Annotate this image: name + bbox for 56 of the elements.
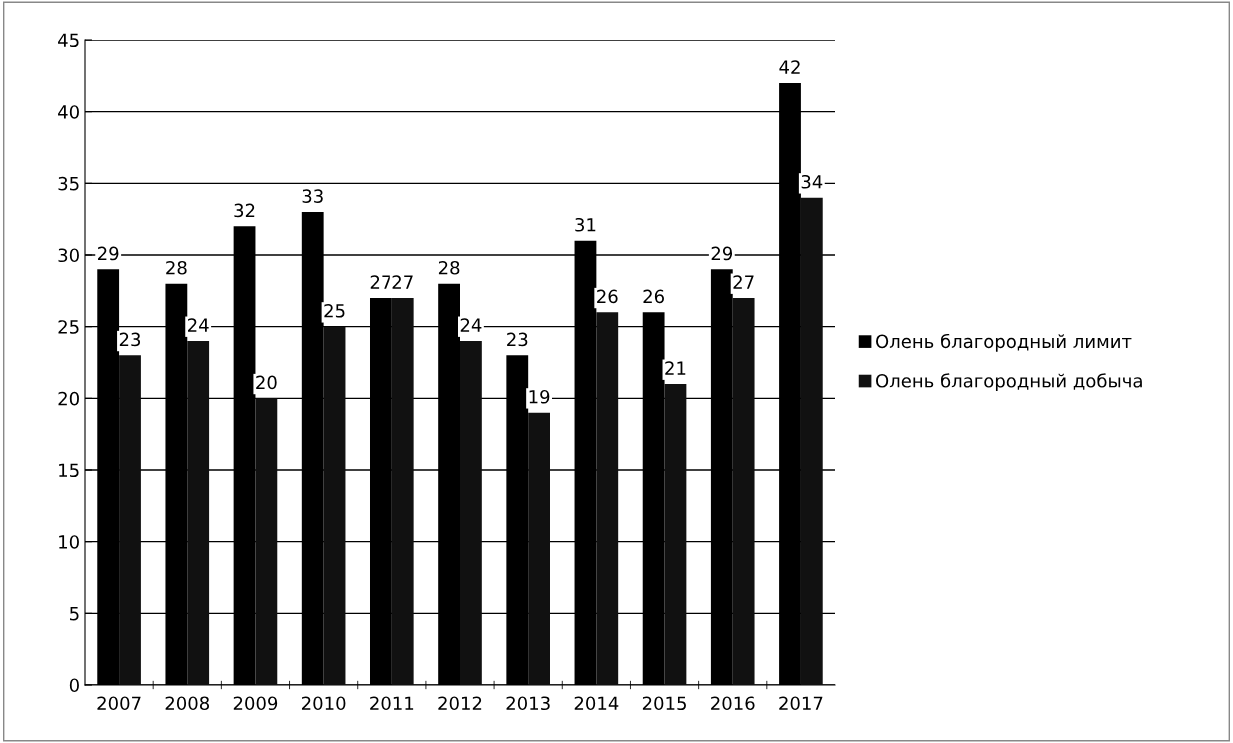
bar [596,312,619,685]
y-tick-label: 0 [69,678,79,693]
data-label: 24 [188,318,209,332]
bar [732,298,755,685]
y-tick-label: 30 [58,248,79,263]
bar [119,355,141,685]
data-label: 28 [166,260,187,275]
legend-label: Олень благородный добыча [876,373,1142,392]
x-tick-label: 2013 [506,696,550,711]
bar [664,384,687,685]
x-tick-label: 2015 [642,696,686,711]
y-tick-label: 45 [58,33,79,48]
y-tick-label: 35 [58,176,79,191]
data-label: 25 [324,303,345,318]
bar [187,341,210,685]
y-tick-label: 5 [70,607,79,621]
data-label: 31 [575,217,596,232]
data-label: 27 [392,275,413,289]
data-label: 28 [438,260,460,275]
data-label: 27 [370,275,391,289]
data-label: 23 [507,332,528,347]
x-tick-label: 2017 [779,696,823,711]
x-tick-label: 2011 [370,696,414,711]
data-label: 23 [119,332,141,347]
x-tick-label: 2008 [165,696,210,711]
data-label: 32 [234,203,255,218]
x-tick-label: 2014 [574,696,619,711]
y-tick-label: 40 [58,105,79,119]
x-tick-label: 2007 [97,696,141,711]
data-label: 27 [733,275,754,289]
bar [323,326,346,685]
data-label: 21 [665,361,686,375]
x-tick-label: 2012 [438,696,482,711]
x-tick-label: 2010 [301,696,346,711]
data-label: 19 [529,389,550,404]
y-tick-label: 15 [59,463,79,478]
data-label: 33 [302,189,323,203]
data-label: 42 [779,60,800,74]
bar [800,197,823,685]
bar [391,298,414,685]
data-label: 26 [643,289,664,304]
y-tick-label: 10 [59,535,79,549]
x-tick-label: 2009 [233,696,278,711]
data-label: 26 [597,289,618,304]
data-label: 20 [256,375,277,390]
x-tick-label: 2016 [711,696,755,711]
bar [255,398,278,685]
y-tick-label: 25 [58,320,79,334]
data-label: 29 [98,246,119,261]
bar [460,341,482,685]
data-label: 29 [711,246,733,261]
legend-label: Олень благородный лимит [876,333,1132,352]
data-label: 24 [460,318,482,332]
data-label: 34 [801,174,823,189]
bar [528,412,550,685]
y-tick-label: 20 [58,391,79,406]
